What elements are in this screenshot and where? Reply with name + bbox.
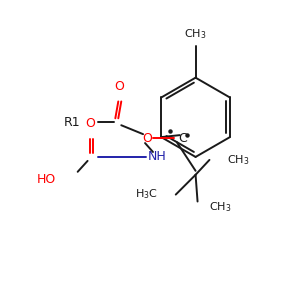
Text: CH$_3$: CH$_3$ (184, 27, 207, 41)
Text: CH$_3$: CH$_3$ (209, 201, 232, 214)
Text: O: O (114, 80, 124, 92)
Text: O: O (85, 117, 95, 130)
Text: H$_3$C: H$_3$C (135, 188, 158, 202)
Text: O: O (142, 132, 152, 145)
Text: NH: NH (148, 150, 167, 164)
Text: HO: HO (37, 173, 56, 186)
Text: C: C (179, 132, 188, 145)
Text: CH$_3$: CH$_3$ (227, 153, 250, 167)
Text: R1: R1 (64, 116, 81, 129)
